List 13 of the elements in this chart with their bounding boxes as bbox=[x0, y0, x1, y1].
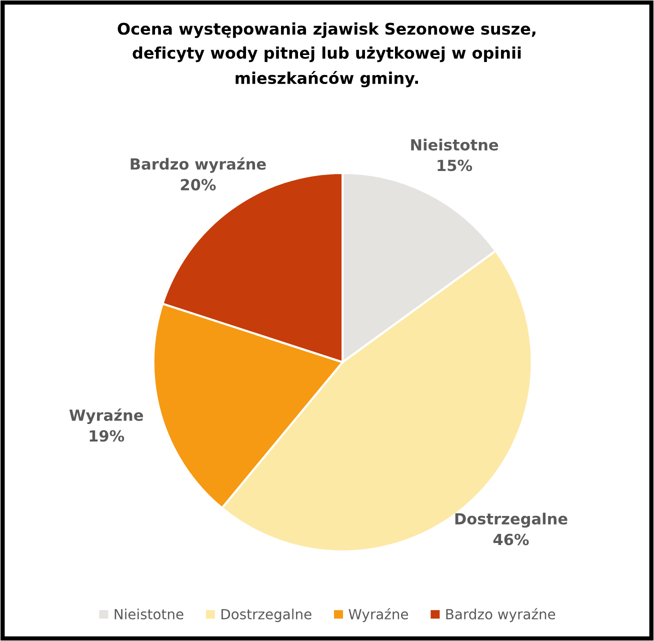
slice-label: Nieistotne bbox=[411, 138, 498, 151]
legend-label: Wyraźne bbox=[348, 608, 408, 622]
data-label: 15% bbox=[438, 160, 472, 172]
data-label: 20% bbox=[180, 178, 216, 190]
legend-label: Bardzo wyraźne bbox=[446, 608, 556, 622]
slice-label: Wyraźne bbox=[69, 408, 143, 424]
slice-label: Dostrzegalne bbox=[455, 512, 568, 528]
chart-title: Ocena występowania zjawisk Sezonowe susze, deficyty wody pitnej lub użytkowej w opinii mieszkańców gminy. bbox=[118, 22, 536, 88]
legend-label: Nieistotne bbox=[114, 608, 184, 620]
data-label: 46% bbox=[493, 534, 529, 546]
slice-label: Bardzo wyraźne bbox=[130, 157, 266, 173]
data-label: 19% bbox=[90, 430, 124, 442]
legend-label: Dostrzegalne bbox=[222, 608, 312, 622]
